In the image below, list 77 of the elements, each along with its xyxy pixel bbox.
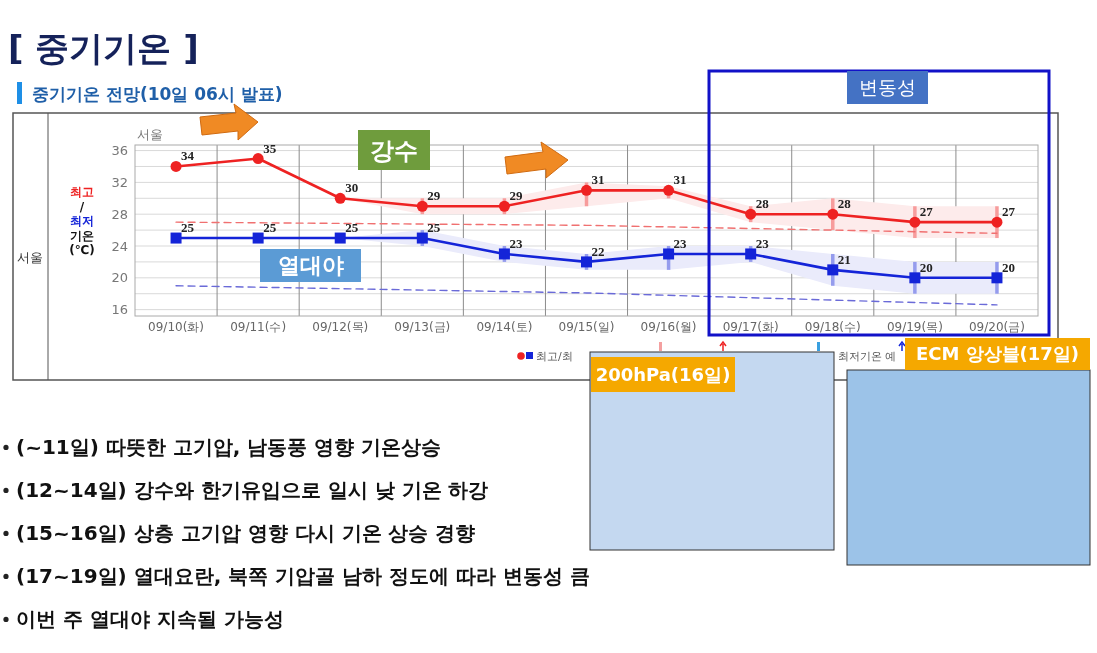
point <box>416 200 428 212</box>
text: 최고/최 <box>536 350 573 363</box>
point <box>170 160 182 172</box>
x-tick-label: 09/19(목) <box>886 320 943 334</box>
data-label: 23 <box>509 235 523 251</box>
data-label: 25 <box>181 220 195 236</box>
data-label: 35 <box>263 140 277 156</box>
data-label: 20 <box>1001 259 1015 275</box>
chart-subtitle: 중기기온 전망(10일 06시 발표) <box>32 84 283 104</box>
point <box>991 216 1003 228</box>
point <box>909 272 921 284</box>
data-label: 22 <box>591 243 605 259</box>
data-label: 25 <box>345 220 359 236</box>
text: 200hPa(16일) <box>595 363 731 385</box>
data-label: 34 <box>181 148 195 164</box>
text: 최저기온 예 <box>838 350 897 363</box>
x-tick-label: 09/10(화) <box>148 320 205 334</box>
data-label: 23 <box>673 235 688 251</box>
x-tick-label: 09/15(일) <box>558 320 615 334</box>
point <box>416 232 428 244</box>
text: (12~14일) 강수와 한기유입으로 일시 낮 기온 하강 <box>16 478 489 502</box>
x-tick-label: 09/11(수) <box>230 320 287 334</box>
point <box>663 184 675 196</box>
data-label: 29 <box>509 188 523 204</box>
point <box>170 232 182 244</box>
y-tick-label: 36 <box>111 143 128 159</box>
x-tick-label: 09/13(금) <box>394 320 451 334</box>
data-label: 20 <box>919 259 933 275</box>
data-label: 23 <box>755 235 770 251</box>
chart-title: [ 중기기온 ] <box>8 28 199 68</box>
point <box>334 192 346 204</box>
x-tick-label: 09/14(토) <box>476 320 533 334</box>
data-label: 21 <box>837 251 851 267</box>
data-label: 28 <box>837 196 852 212</box>
data-label: 29 <box>427 188 441 204</box>
data-label: 31 <box>591 172 605 188</box>
annotation: 강수 <box>370 136 418 165</box>
point <box>827 208 839 220</box>
y-tick-label: 32 <box>111 174 128 190</box>
data-label: 27 <box>919 204 934 220</box>
text: ECM 앙상블(17일) <box>915 343 1080 365</box>
x-tick-label: 09/18(수) <box>804 320 861 334</box>
point <box>498 200 510 212</box>
point <box>745 248 757 260</box>
text: 이번 주 열대야 지속될 가능성 <box>16 607 284 631</box>
data-label: 28 <box>755 196 770 212</box>
point <box>827 264 839 276</box>
text: 서울 <box>137 127 163 142</box>
point <box>581 184 592 196</box>
point <box>252 232 264 244</box>
data-label: 25 <box>427 220 441 236</box>
point <box>498 248 510 260</box>
x-tick-label: 09/20(금) <box>968 320 1025 334</box>
data-label: 31 <box>673 172 687 188</box>
point <box>909 216 921 228</box>
x-tick-label: 09/17(화) <box>722 320 779 334</box>
data-label: 27 <box>1001 204 1016 220</box>
point <box>991 272 1003 284</box>
point <box>334 232 346 244</box>
y-tick-label: 24 <box>111 238 128 254</box>
text: 변동성 <box>859 76 916 99</box>
y-tick-label: 16 <box>111 302 128 318</box>
annotation: 열대야 <box>277 253 344 279</box>
y-tick-label: 20 <box>111 270 128 286</box>
text: (~11일) 따뜻한 고기압, 남동풍 영향 기온상승 <box>16 435 442 459</box>
y-axis-title: 최고 / 최저 기온 (℃) <box>69 185 95 257</box>
point <box>252 153 264 165</box>
x-tick-label: 09/16(월) <box>640 320 697 334</box>
text: 서울 <box>17 250 43 265</box>
x-tick-label: 09/12(목) <box>312 320 369 334</box>
text: (17~19일) 열대요란, 북쪽 기압골 남하 정도에 따라 변동성 큼 <box>16 564 591 588</box>
point <box>663 248 675 260</box>
data-label: 30 <box>345 180 359 196</box>
y-tick-label: 28 <box>111 206 128 222</box>
data-label: 25 <box>263 220 277 236</box>
point <box>745 208 757 220</box>
text: (15~16일) 상층 고기압 영향 다시 기온 상승 경향 <box>16 521 476 545</box>
